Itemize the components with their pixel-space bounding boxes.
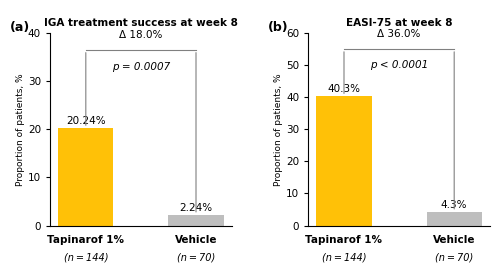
Text: Tapinarof 1%: Tapinarof 1% <box>48 235 124 245</box>
Bar <box>426 212 482 225</box>
Text: Vehicle: Vehicle <box>433 235 476 245</box>
Bar <box>58 128 114 226</box>
Text: Δ 36.0%: Δ 36.0% <box>378 29 421 39</box>
Text: (n = 144): (n = 144) <box>64 252 108 262</box>
Text: Δ 18.0%: Δ 18.0% <box>119 30 162 40</box>
Text: p = 0.0007: p = 0.0007 <box>112 62 170 72</box>
Text: (a): (a) <box>10 21 30 34</box>
Text: (n = 70): (n = 70) <box>177 252 215 262</box>
Text: p < 0.0001: p < 0.0001 <box>370 60 428 70</box>
Text: 40.3%: 40.3% <box>328 84 360 94</box>
Text: (n = 70): (n = 70) <box>435 252 474 262</box>
Text: 2.24%: 2.24% <box>180 203 212 213</box>
Text: Tapinarof 1%: Tapinarof 1% <box>306 235 382 245</box>
Title: IGA treatment success at week 8: IGA treatment success at week 8 <box>44 18 238 28</box>
Bar <box>168 215 224 225</box>
Text: (b): (b) <box>268 21 289 34</box>
Y-axis label: Proportion of patients, %: Proportion of patients, % <box>274 73 283 186</box>
Text: 4.3%: 4.3% <box>441 200 468 210</box>
Text: 20.24%: 20.24% <box>66 116 106 126</box>
Title: EASI-75 at week 8: EASI-75 at week 8 <box>346 18 453 28</box>
Bar <box>316 96 372 226</box>
Text: (n = 144): (n = 144) <box>322 252 366 262</box>
Text: Vehicle: Vehicle <box>175 235 218 245</box>
Y-axis label: Proportion of patients, %: Proportion of patients, % <box>16 73 25 186</box>
